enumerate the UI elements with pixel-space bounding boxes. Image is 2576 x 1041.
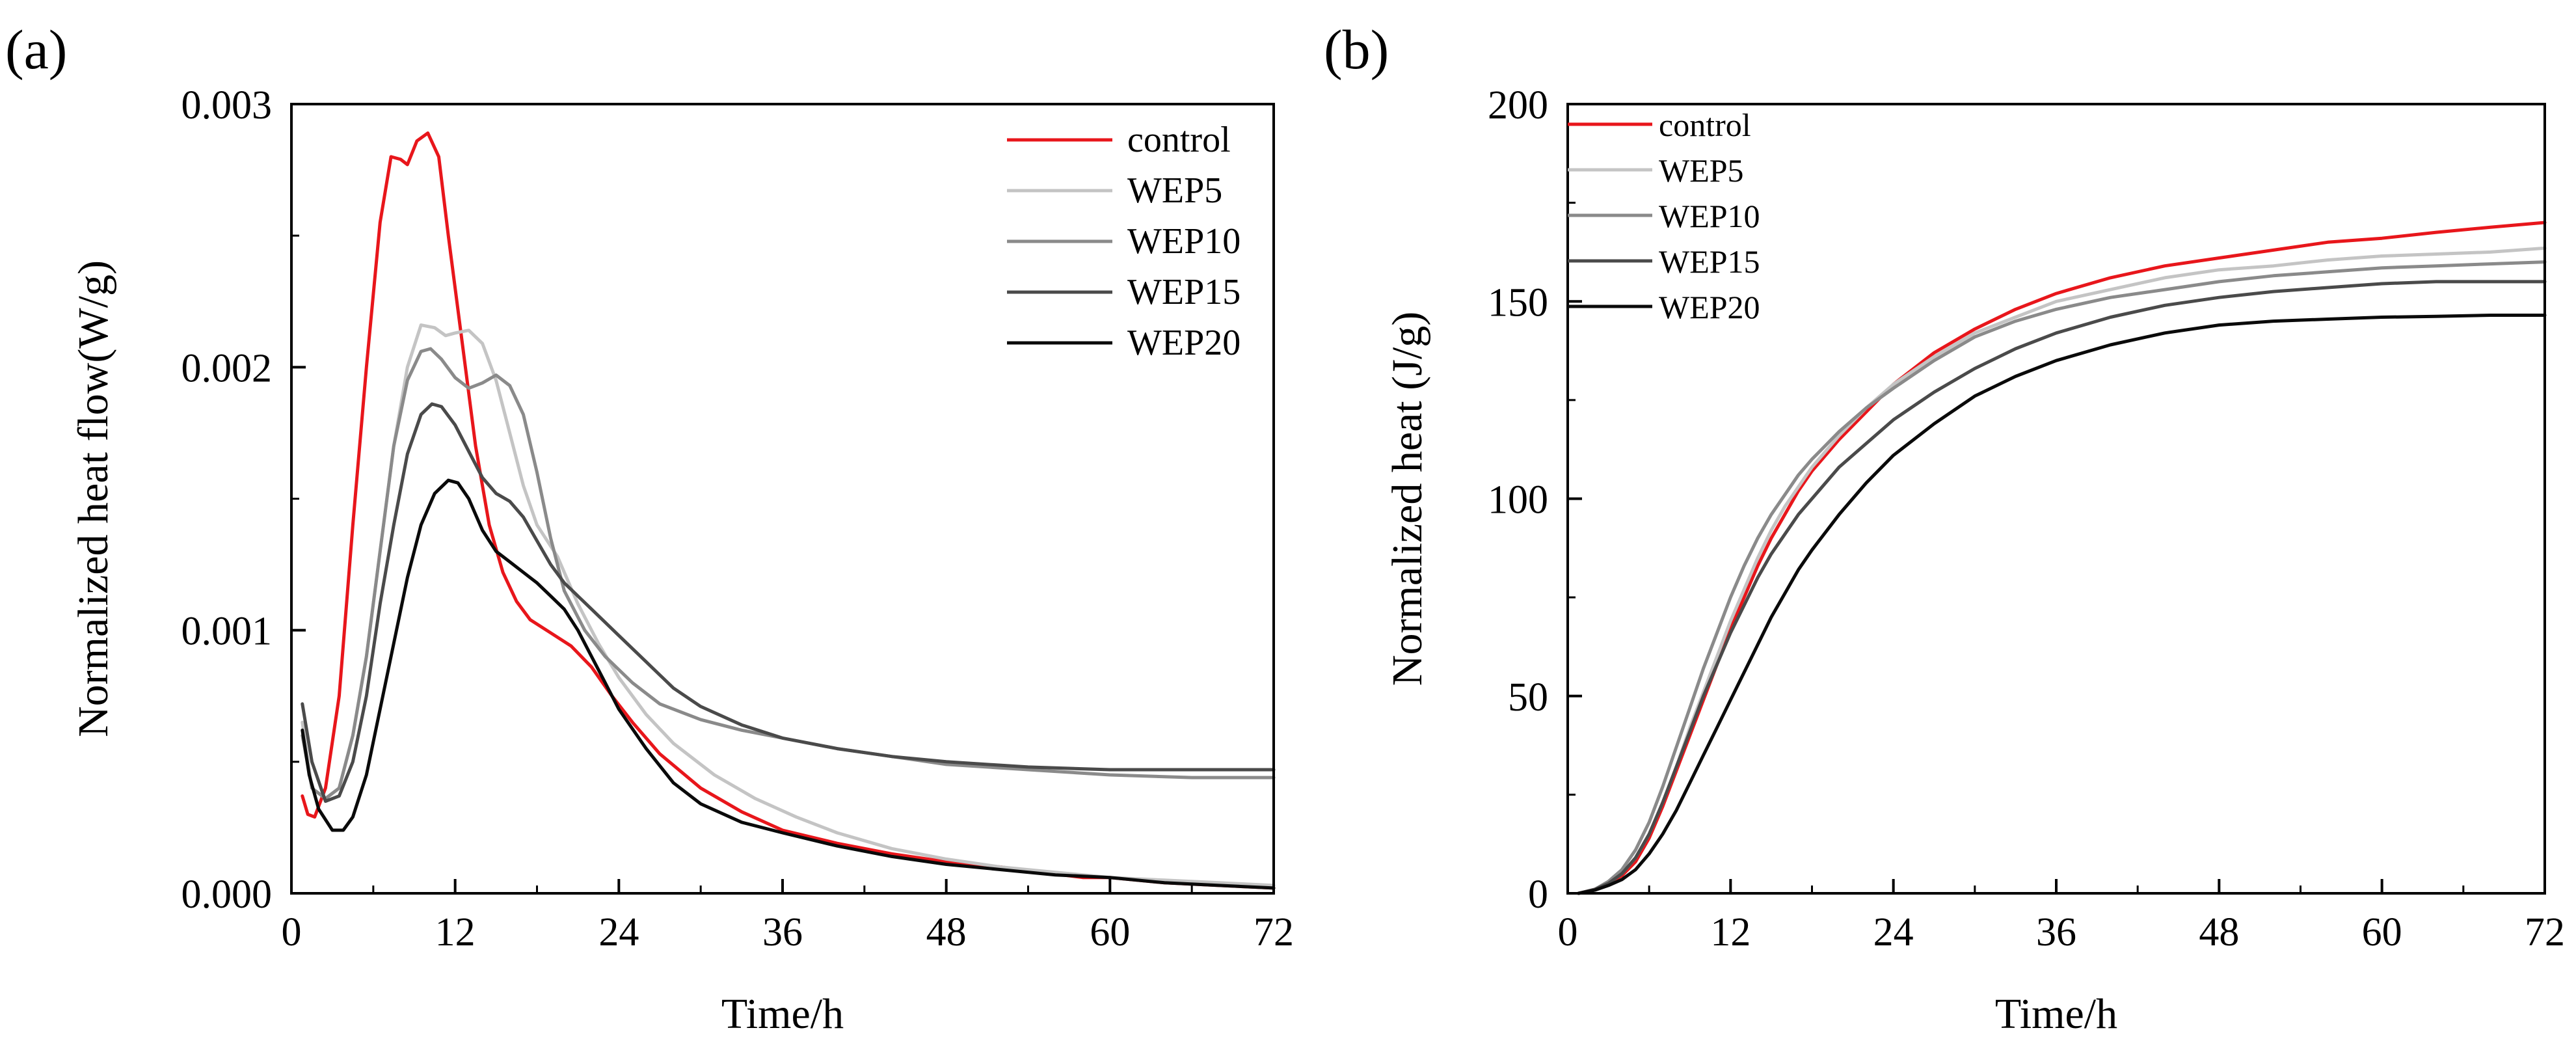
x-tick-label: 0 bbox=[1558, 910, 1578, 954]
series-line-wep15 bbox=[1577, 280, 2547, 895]
series-line-wep20 bbox=[301, 478, 1276, 890]
panel-label: (a) bbox=[5, 18, 67, 81]
y-tick-label: 0.000 bbox=[181, 872, 273, 917]
legend-label: WEP5 bbox=[1127, 170, 1222, 211]
series-line-wep5 bbox=[301, 323, 1276, 887]
series-line-wep10 bbox=[1577, 260, 2547, 895]
y-tick-label: 0 bbox=[1528, 872, 1548, 917]
y-tick-label: 150 bbox=[1488, 280, 1548, 325]
series-line-wep20 bbox=[1577, 314, 2547, 895]
x-tick-label: 0 bbox=[282, 910, 302, 954]
legend-label: WEP10 bbox=[1127, 221, 1241, 262]
x-axis-label: Time/h bbox=[721, 990, 844, 1038]
y-tick-label: 200 bbox=[1488, 83, 1548, 128]
y-tick-label: 0.002 bbox=[181, 346, 273, 390]
legend-label: control bbox=[1659, 107, 1751, 143]
x-tick-label: 60 bbox=[1090, 910, 1130, 954]
y-tick-label: 0.001 bbox=[181, 610, 273, 654]
legend-label: WEP10 bbox=[1659, 198, 1760, 234]
x-tick-label: 36 bbox=[2036, 910, 2076, 954]
legend-label: WEP20 bbox=[1127, 323, 1241, 363]
x-tick-label: 24 bbox=[1873, 910, 1914, 954]
x-tick-label: 60 bbox=[2362, 910, 2402, 954]
x-tick-label: 12 bbox=[1710, 910, 1751, 954]
legend-label: WEP5 bbox=[1659, 152, 1744, 189]
legend-label: control bbox=[1127, 120, 1231, 160]
x-axis-label: Time/h bbox=[1995, 990, 2117, 1038]
x-tick-label: 12 bbox=[435, 910, 476, 954]
x-tick-label: 72 bbox=[1254, 910, 1294, 954]
x-tick-label: 36 bbox=[762, 910, 803, 954]
series-line-wep15 bbox=[301, 402, 1276, 803]
x-tick-label: 48 bbox=[2199, 910, 2239, 954]
y-tick-label: 50 bbox=[1508, 675, 1548, 720]
panel-label: (b) bbox=[1324, 18, 1389, 81]
legend-label: WEP20 bbox=[1659, 289, 1760, 325]
legend-label: WEP15 bbox=[1127, 272, 1241, 312]
x-tick-label: 72 bbox=[2525, 910, 2565, 954]
y-axis-label: Normalized heat (J/g) bbox=[1384, 312, 1431, 686]
legend-label: WEP15 bbox=[1659, 243, 1760, 280]
series-line-wep5 bbox=[1577, 246, 2547, 895]
y-axis-label: Normalized heat flow(W/g) bbox=[70, 260, 117, 737]
y-tick-label: 0.003 bbox=[181, 83, 273, 128]
x-tick-label: 24 bbox=[598, 910, 639, 954]
y-tick-label: 100 bbox=[1488, 478, 1548, 522]
x-tick-label: 48 bbox=[926, 910, 967, 954]
